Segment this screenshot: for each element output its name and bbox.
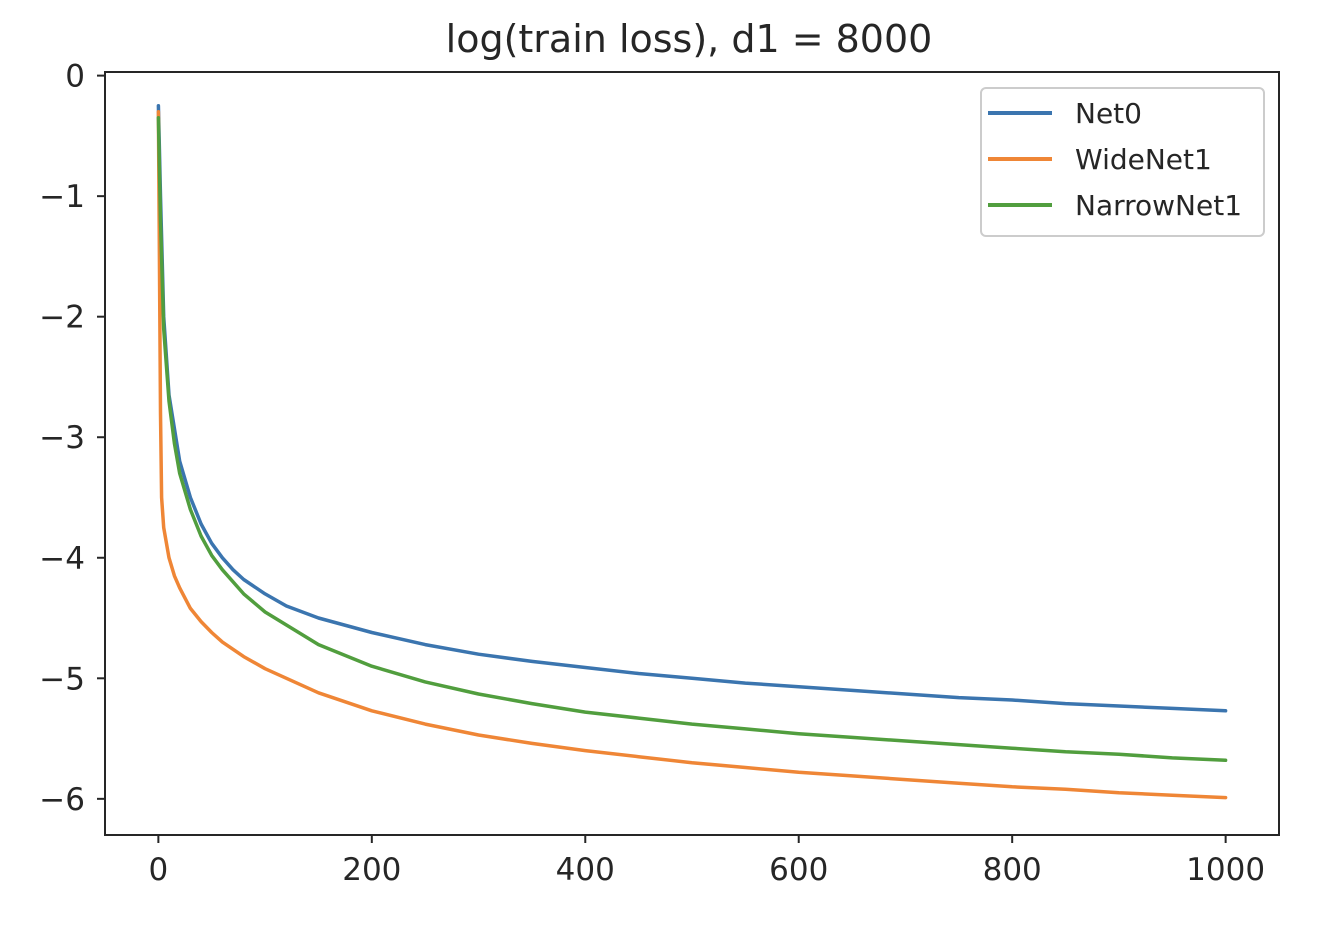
y-tick-label: −2	[39, 300, 85, 336]
y-tick-label: −1	[39, 179, 85, 215]
x-tick-label: 600	[769, 852, 828, 888]
y-tick-label: 0	[65, 59, 85, 95]
x-tick-label: 800	[983, 852, 1042, 888]
series-line-widenet1	[156, 110, 1228, 800]
y-tick-label: −5	[39, 661, 85, 697]
x-tick-label: 200	[342, 852, 401, 888]
y-tick-label: −3	[39, 420, 85, 456]
legend-label-net0: Net0	[1075, 97, 1142, 130]
legend: Net0 WideNet1 NarrowNet1	[980, 87, 1265, 237]
x-tick-label: 0	[148, 852, 168, 888]
legend-items: Net0 WideNet1 NarrowNet1	[988, 97, 1242, 222]
legend-label-widenet1: WideNet1	[1075, 143, 1212, 176]
x-axis: 0 200 400 600 800 1000	[148, 835, 1265, 888]
y-tick-label: −6	[39, 782, 85, 818]
x-tick-label: 1000	[1186, 852, 1265, 888]
y-axis: 0 −1 −2 −3 −4 −5 −6	[39, 59, 105, 818]
series-line-narrownet1	[156, 116, 1228, 763]
series-layer	[156, 104, 1228, 800]
legend-label-narrownet1: NarrowNet1	[1075, 189, 1242, 222]
chart-title: log(train loss), d1 = 8000	[446, 17, 933, 61]
x-tick-label: 400	[556, 852, 615, 888]
series-line-net0	[156, 104, 1228, 713]
y-tick-label: −4	[39, 541, 85, 577]
legend-box	[980, 87, 1265, 237]
